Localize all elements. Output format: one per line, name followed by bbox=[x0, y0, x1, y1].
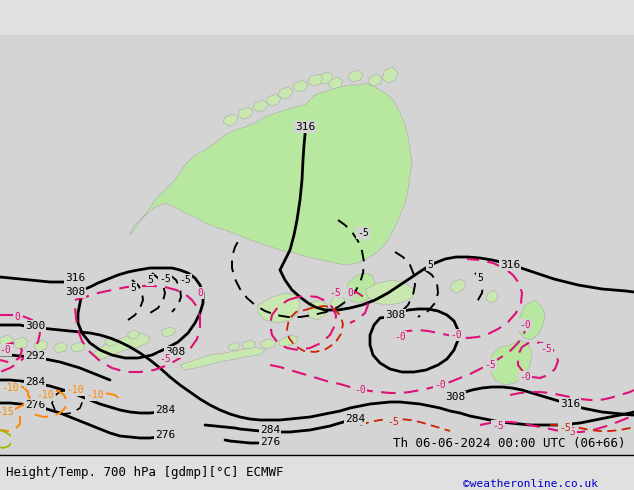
Polygon shape bbox=[278, 335, 298, 347]
Text: 5: 5 bbox=[477, 273, 483, 283]
Polygon shape bbox=[14, 337, 28, 349]
Text: 276: 276 bbox=[25, 400, 45, 410]
Text: Th 06-06-2024 00:00 UTC (06+66): Th 06-06-2024 00:00 UTC (06+66) bbox=[393, 437, 626, 450]
Polygon shape bbox=[486, 290, 498, 303]
Text: 316: 316 bbox=[65, 273, 85, 283]
Text: 284: 284 bbox=[25, 377, 45, 387]
Text: -5: -5 bbox=[492, 421, 504, 431]
Polygon shape bbox=[253, 100, 268, 112]
Text: -5: -5 bbox=[159, 354, 171, 364]
Polygon shape bbox=[518, 300, 545, 340]
Polygon shape bbox=[34, 340, 48, 351]
Text: 0: 0 bbox=[197, 288, 203, 298]
Polygon shape bbox=[93, 333, 150, 360]
Text: -5: -5 bbox=[357, 228, 369, 238]
Text: 308: 308 bbox=[385, 310, 405, 320]
Polygon shape bbox=[180, 347, 265, 370]
Polygon shape bbox=[328, 77, 343, 89]
Text: 284: 284 bbox=[155, 405, 175, 415]
Polygon shape bbox=[318, 72, 333, 84]
Text: 292: 292 bbox=[25, 351, 45, 361]
Polygon shape bbox=[128, 330, 140, 339]
Polygon shape bbox=[330, 295, 345, 310]
Text: -10: -10 bbox=[1, 383, 19, 393]
Polygon shape bbox=[368, 74, 382, 86]
Polygon shape bbox=[130, 83, 412, 265]
Text: -0: -0 bbox=[519, 372, 531, 382]
Polygon shape bbox=[293, 80, 308, 92]
Polygon shape bbox=[162, 327, 176, 337]
Text: -0: -0 bbox=[450, 330, 462, 340]
Text: 5: 5 bbox=[427, 260, 433, 270]
Text: -0: -0 bbox=[519, 320, 531, 330]
Polygon shape bbox=[308, 74, 323, 86]
Text: 276: 276 bbox=[260, 437, 280, 447]
Text: -0: -0 bbox=[354, 385, 366, 395]
Text: -10: -10 bbox=[36, 390, 54, 400]
Polygon shape bbox=[228, 342, 240, 350]
Polygon shape bbox=[382, 67, 398, 83]
Text: Height/Temp. 700 hPa [gdmp][°C] ECMWF: Height/Temp. 700 hPa [gdmp][°C] ECMWF bbox=[6, 466, 284, 479]
Polygon shape bbox=[450, 279, 466, 293]
Polygon shape bbox=[223, 114, 238, 126]
Polygon shape bbox=[71, 342, 85, 352]
Text: -0: -0 bbox=[434, 380, 446, 390]
Text: 316: 316 bbox=[560, 399, 580, 409]
Polygon shape bbox=[105, 337, 118, 346]
Text: 284: 284 bbox=[345, 414, 365, 424]
Polygon shape bbox=[258, 293, 300, 323]
Polygon shape bbox=[346, 273, 375, 303]
Polygon shape bbox=[260, 339, 276, 349]
Text: 316: 316 bbox=[500, 260, 520, 270]
Polygon shape bbox=[0, 335, 13, 347]
Text: -5: -5 bbox=[387, 417, 399, 427]
Polygon shape bbox=[238, 107, 253, 119]
Text: -5: -5 bbox=[484, 360, 496, 370]
Text: -5: -5 bbox=[564, 427, 576, 437]
Text: -5: -5 bbox=[559, 423, 571, 433]
Text: -5: -5 bbox=[329, 288, 341, 298]
Text: 316: 316 bbox=[295, 122, 315, 132]
Polygon shape bbox=[308, 300, 328, 320]
Text: -10: -10 bbox=[86, 390, 104, 400]
Text: -5: -5 bbox=[540, 344, 552, 354]
Text: ©weatheronline.co.uk: ©weatheronline.co.uk bbox=[463, 479, 598, 489]
Text: 284: 284 bbox=[260, 425, 280, 435]
Text: 276: 276 bbox=[155, 430, 175, 440]
Text: 5: 5 bbox=[130, 283, 136, 293]
Text: -0: -0 bbox=[0, 345, 11, 355]
Text: -5: -5 bbox=[159, 274, 171, 284]
Text: -5: -5 bbox=[179, 275, 191, 285]
Text: 308: 308 bbox=[65, 287, 85, 297]
Text: 308: 308 bbox=[445, 392, 465, 402]
Polygon shape bbox=[54, 342, 68, 353]
Polygon shape bbox=[365, 280, 415, 305]
Text: 300: 300 bbox=[25, 321, 45, 331]
Polygon shape bbox=[348, 70, 363, 82]
Polygon shape bbox=[266, 94, 281, 106]
Polygon shape bbox=[242, 340, 256, 349]
Text: -15: -15 bbox=[0, 407, 14, 417]
Text: 0: 0 bbox=[14, 312, 20, 322]
Polygon shape bbox=[490, 340, 532, 385]
Text: -0: -0 bbox=[394, 332, 406, 342]
Text: 0: 0 bbox=[347, 288, 353, 298]
Polygon shape bbox=[278, 87, 293, 99]
Text: 308: 308 bbox=[165, 347, 185, 357]
Text: 5: 5 bbox=[147, 275, 153, 285]
Text: -10: -10 bbox=[66, 385, 84, 395]
